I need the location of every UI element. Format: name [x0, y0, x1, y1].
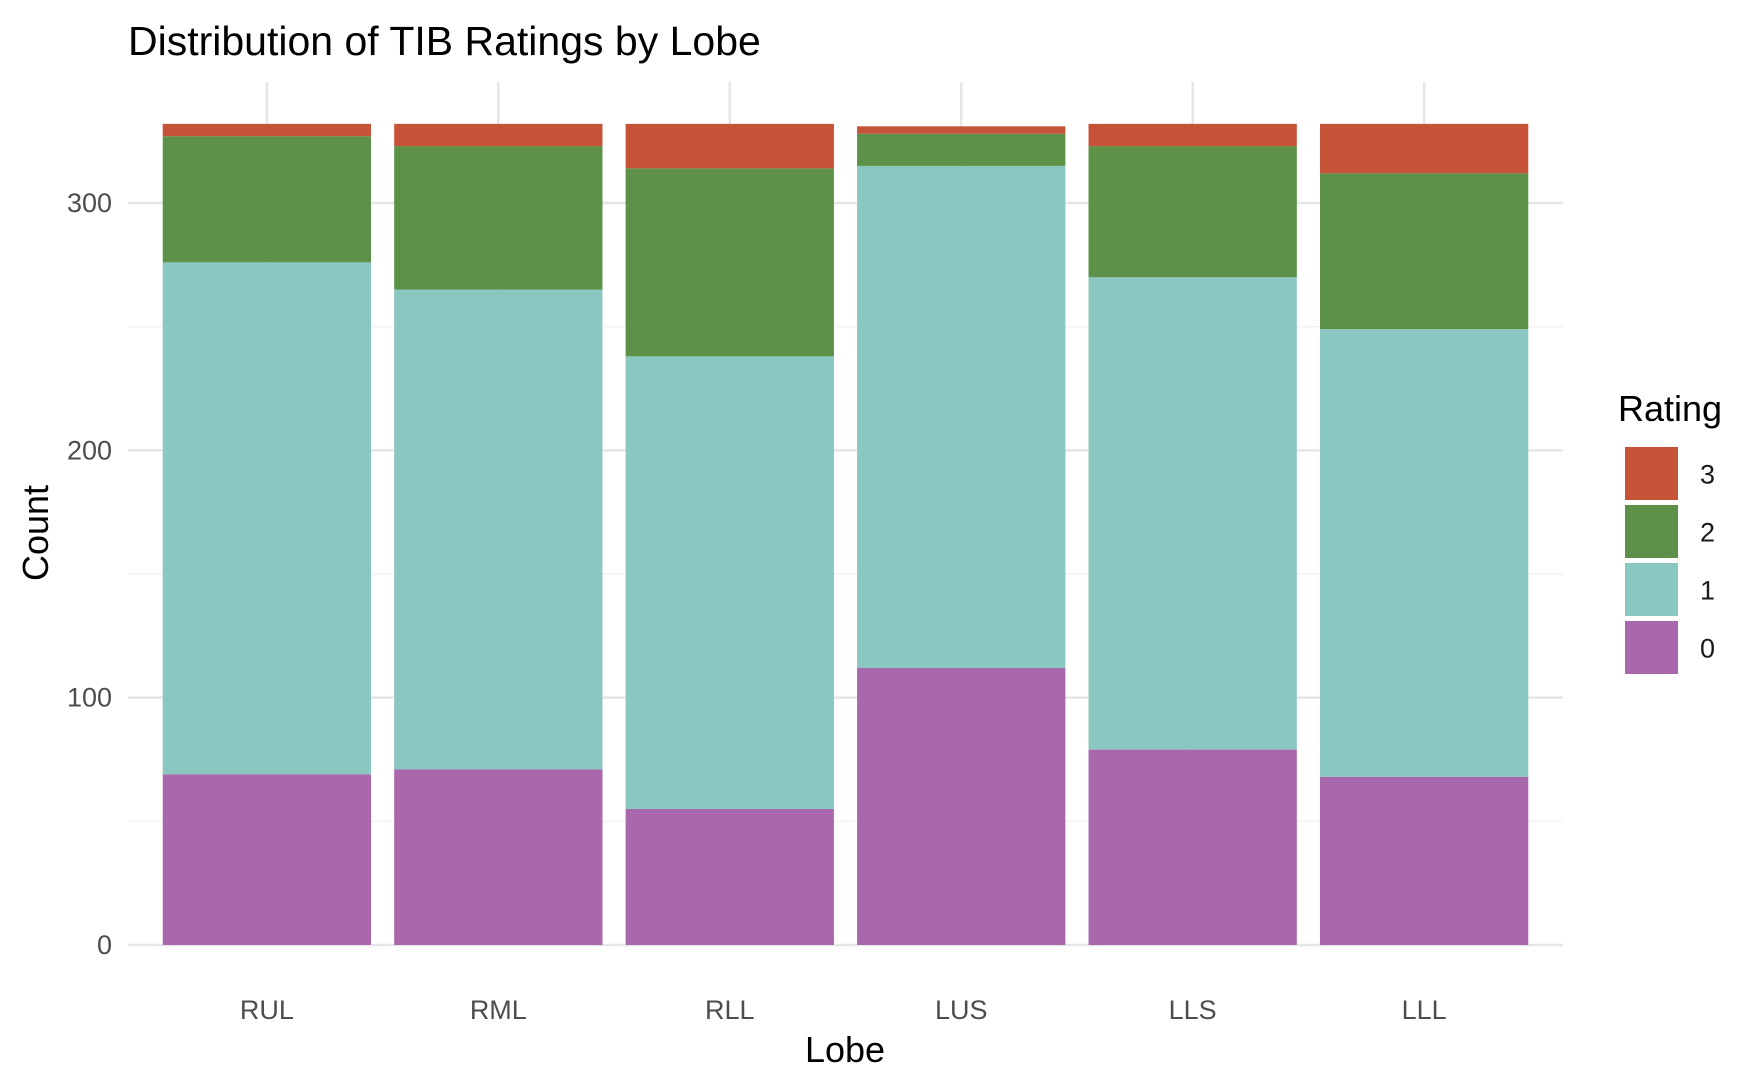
y-tick-label: 0 [97, 930, 112, 960]
bar-segment-rml-rating-1 [394, 289, 603, 770]
bar-segment-lll-rating-1 [1319, 329, 1529, 777]
x-tick-label: LLS [1169, 995, 1217, 1025]
x-axis-ticks: RUL RML RLL LUS LLS LLL [240, 995, 1447, 1025]
legend-title: Rating [1618, 388, 1722, 429]
bar-segment-rml-rating-0 [394, 769, 603, 945]
legend-key-rating-2 [1625, 505, 1678, 558]
legend-key-rating-1 [1625, 563, 1678, 616]
bar-segment-rml-rating-3 [394, 123, 603, 147]
bar-segment-lls-rating-2 [1088, 146, 1297, 278]
bar-segment-rml-rating-2 [394, 146, 603, 290]
legend-key-rating-3 [1625, 447, 1678, 500]
legend-label-rating-0: 0 [1700, 634, 1715, 664]
x-axis-title: Lobe [805, 1029, 885, 1070]
bar-segment-lll-rating-3 [1319, 123, 1529, 174]
bar-segment-lls-rating-0 [1088, 749, 1297, 945]
x-tick-label: LLL [1402, 995, 1447, 1025]
x-tick-label: LUS [935, 995, 988, 1025]
bars [162, 123, 1529, 945]
y-tick-label: 300 [67, 188, 112, 218]
legend-label-rating-1: 1 [1700, 576, 1715, 606]
x-tick-label: RUL [240, 995, 294, 1025]
bar-segment-lus-rating-2 [857, 133, 1066, 166]
bar-segment-lls-rating-3 [1088, 123, 1297, 147]
bar-segment-lls-rating-1 [1088, 277, 1297, 750]
bar-segment-lll-rating-0 [1319, 776, 1529, 945]
bar-segment-rll-rating-2 [625, 168, 834, 357]
bar-segment-rul-rating-1 [162, 262, 372, 775]
y-axis-title: Count [15, 485, 56, 581]
chart-title: Distribution of TIB Ratings by Lobe [128, 18, 761, 64]
y-tick-label: 200 [67, 435, 112, 465]
bar-segment-lus-rating-1 [857, 165, 1066, 668]
bar-segment-rll-rating-3 [625, 123, 834, 169]
legend-key-rating-0 [1625, 621, 1678, 674]
bar-segment-rll-rating-0 [625, 808, 834, 945]
bar-segment-rul-rating-2 [162, 136, 372, 263]
legend-label-rating-3: 3 [1700, 460, 1715, 490]
legend-label-rating-2: 2 [1700, 518, 1715, 548]
bar-segment-lus-rating-3 [857, 126, 1066, 134]
y-tick-label: 100 [67, 683, 112, 713]
y-axis-ticks: 0 100 200 300 [67, 188, 112, 960]
x-tick-label: RML [470, 995, 527, 1025]
bar-segment-rll-rating-1 [625, 356, 834, 809]
bar-segment-rul-rating-3 [162, 123, 372, 137]
bar-segment-lll-rating-2 [1319, 173, 1529, 330]
bar-segment-lus-rating-0 [857, 667, 1066, 945]
x-tick-label: RLL [705, 995, 755, 1025]
legend: Rating 3 2 1 0 [1618, 388, 1722, 674]
bar-segment-rul-rating-0 [162, 774, 372, 945]
